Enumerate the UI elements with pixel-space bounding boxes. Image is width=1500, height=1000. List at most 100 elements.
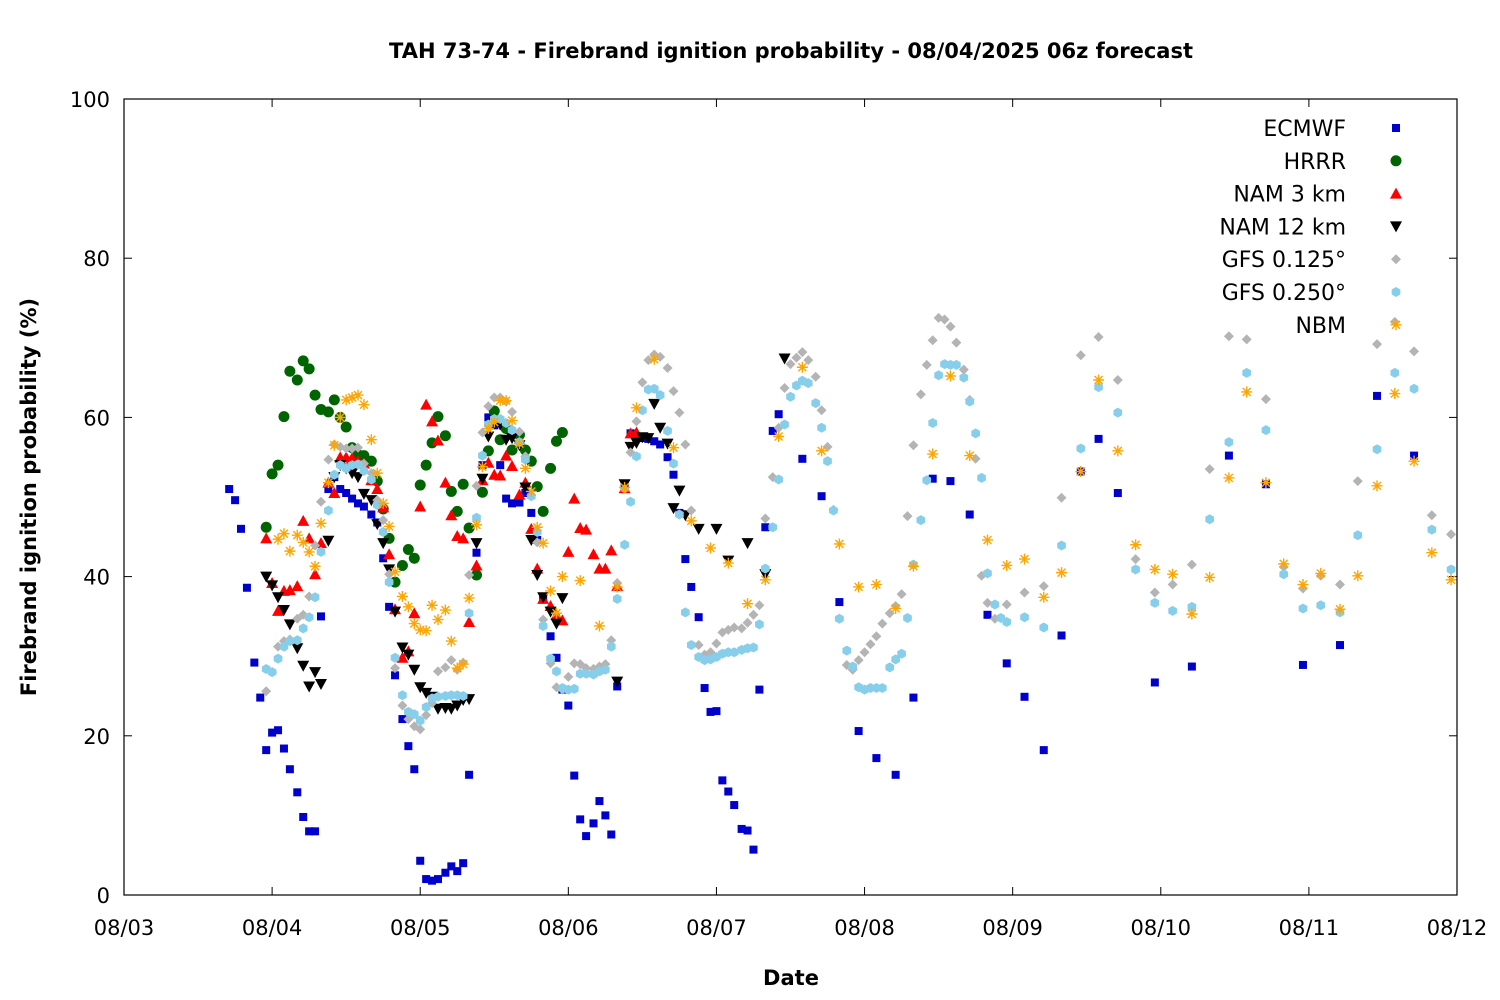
data-point [408,664,421,676]
data-point [952,359,961,370]
data-point [470,538,483,550]
data-point [471,519,483,531]
data-point [1113,489,1122,498]
data-point [470,559,483,571]
data-point [315,517,327,529]
data-point [908,440,919,451]
data-point [786,391,795,402]
data-point [712,707,721,716]
data-point [865,639,876,650]
data-point [816,445,828,457]
x-axis-label: Date [763,966,819,990]
data-point [1409,346,1420,357]
data-point [422,875,431,884]
data-point [977,472,986,483]
data-point [421,702,431,713]
data-point [1149,587,1160,598]
data-point [877,618,888,629]
data-point [451,700,464,712]
data-point [1167,579,1178,590]
data-point [1002,659,1011,668]
data-point [842,645,852,656]
legend-label: NBM [1295,314,1346,339]
data-point [1316,600,1326,611]
data-point [488,405,500,417]
data-point [1150,597,1160,608]
data-point [907,560,919,572]
data-point [309,568,322,580]
data-point [724,787,733,796]
data-point [648,353,660,365]
data-point [773,431,785,443]
data-point [256,693,265,702]
data-point [606,641,616,652]
data-point [367,510,376,519]
data-point [1408,455,1420,467]
data-point [729,622,740,633]
data-point [1352,476,1363,487]
data-point [835,613,844,624]
data-point [513,488,526,500]
data-point [291,529,303,541]
data-point [1260,394,1271,405]
data-point [730,801,739,810]
data-point [315,496,326,507]
data-point [414,500,427,512]
data-point [1020,612,1029,623]
data-point [494,469,507,481]
data-point [1242,367,1252,378]
data-point [439,476,452,488]
data-point [928,417,938,428]
data-point [463,592,475,604]
data-point [650,437,659,446]
data-point [607,830,616,839]
data-point [272,533,284,545]
data-point [983,610,992,619]
data-point [742,598,754,610]
data-point [630,437,643,449]
data-point [1426,547,1438,559]
data-point [612,593,622,604]
data-point [538,614,549,625]
data-point [1093,374,1105,386]
data-point [624,441,637,453]
data-point [1057,631,1066,640]
data-point [291,580,304,592]
y-axis-label: Firebrand ignition probability (%) [17,298,41,696]
data-point [402,649,415,661]
data-point [409,709,419,720]
data-point [303,681,316,693]
data-point [778,353,791,365]
data-point [260,532,273,544]
data-point [431,703,444,715]
data-point [944,370,956,382]
data-point [556,427,568,439]
data-point [266,468,278,480]
data-point [439,430,451,442]
data-point [556,593,569,605]
data-point [414,682,427,694]
data-point [909,693,918,702]
data-point [272,592,285,604]
data-point [274,726,283,735]
data-point [428,876,437,885]
data-point [749,845,758,854]
data-point [507,406,518,417]
data-point [606,635,617,646]
data-point [496,461,505,470]
data-point [464,608,474,619]
data-point [1075,350,1086,361]
data-point [482,456,495,468]
data-point [811,398,821,409]
data-point [465,770,474,779]
series-nbm [272,353,1457,674]
data-point [383,520,395,532]
data-point [971,428,980,439]
data-point [488,416,500,428]
data-point [500,395,512,407]
data-point [336,485,345,494]
data-point [309,667,322,679]
data-point [1093,332,1104,343]
legend-label: GFS 0.125° [1222,248,1346,273]
